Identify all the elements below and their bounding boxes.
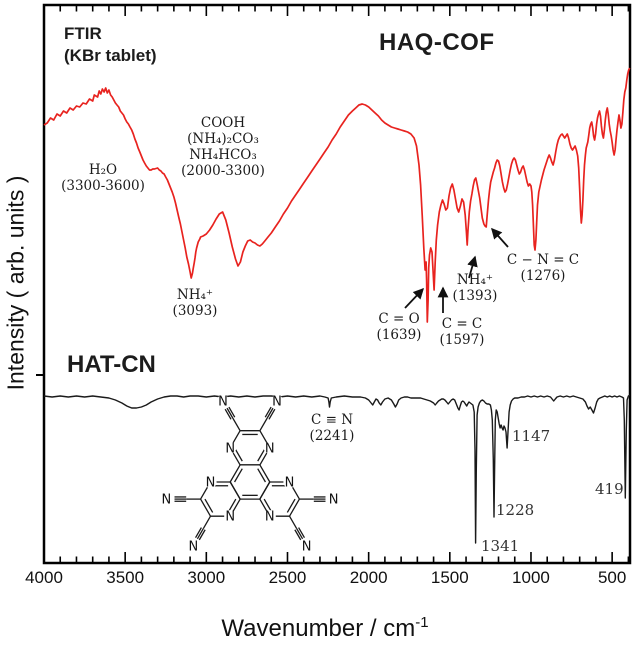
hat-cn-molecule: N N N N N N N N N N N N <box>160 395 340 554</box>
x-axis-title-exponent: -1 <box>415 614 429 631</box>
instrument-label: FTIR (KBr tablet) <box>64 23 157 67</box>
nitrogen-atom-label: N <box>225 510 235 525</box>
series-title-haq-cof: HAQ-COF <box>379 29 495 56</box>
x-tick-label-3500: 3500 <box>106 568 145 587</box>
y-axis-title: Intensity ( arb. units ) <box>2 175 29 391</box>
annotation-h2o: H₂O (3300-3600) <box>61 162 145 194</box>
nitrogen-atom-label: N <box>188 539 198 554</box>
peak-label-1228: 1228 <box>496 501 535 519</box>
x-tick-label-500: 500 <box>597 568 627 587</box>
annotation-nh4-3093: NH₄⁺ (3093) <box>172 287 218 319</box>
nitrogen-atom-label: N <box>285 476 295 491</box>
nitrogen-atom-label: N <box>225 441 235 456</box>
nitrogen-atom-label: N <box>302 539 312 554</box>
instrument-label-line1: FTIR <box>64 24 102 43</box>
x-tick-label-3000: 3000 <box>187 568 226 587</box>
annotation-c-n-c-1276: C − N = C (1276) <box>506 252 580 284</box>
x-tick-label-1000: 1000 <box>512 568 550 587</box>
nitrogen-atom-label: N <box>206 476 216 491</box>
peak-label-1341: 1341 <box>481 537 520 555</box>
x-axis-title-text: Wavenumber / cm <box>221 615 416 642</box>
plot-axes <box>36 3 632 565</box>
x-tick-label-1500: 1500 <box>430 568 469 587</box>
x-axis-title: Wavenumber / cm-1 <box>221 614 428 643</box>
spectra-curves <box>43 67 631 544</box>
nitrogen-atom-label: N <box>329 493 339 508</box>
annotation-arrows <box>404 227 509 313</box>
nitrogen-atom-label: N <box>265 441 275 456</box>
x-tick-label-2000: 2000 <box>349 568 388 587</box>
nitrogen-atom-label: N <box>218 395 228 410</box>
peak-label-1147: 1147 <box>512 427 551 445</box>
annotation-nh4-1393: NH₄⁺ (1393) <box>452 272 498 304</box>
instrument-label-line2: (KBr tablet) <box>64 46 157 65</box>
annotation-cooh-carbonate: COOH (NH₄)₂CO₃ NH₄HCO₃ (2000-3300) <box>181 115 265 179</box>
hat-cn-curve <box>43 394 631 544</box>
peak-label-419: 419 <box>595 480 624 498</box>
annotation-c-c-1597: C = C (1597) <box>439 316 485 348</box>
nitrogen-atom-label: N <box>272 395 282 410</box>
haq-cof-curve <box>43 67 631 323</box>
nitrogen-atom-label: N <box>265 510 275 525</box>
series-title-hat-cn: HAT-CN <box>67 351 156 378</box>
nitrogen-atom-label: N <box>162 493 172 508</box>
annotation-c-o-1639: C = O (1639) <box>376 311 422 343</box>
annotation-c-n-2241: C ≡ N (2241) <box>309 412 355 444</box>
x-tick-label-2500: 2500 <box>268 568 307 587</box>
x-tick-label-4000: 4000 <box>25 568 63 587</box>
